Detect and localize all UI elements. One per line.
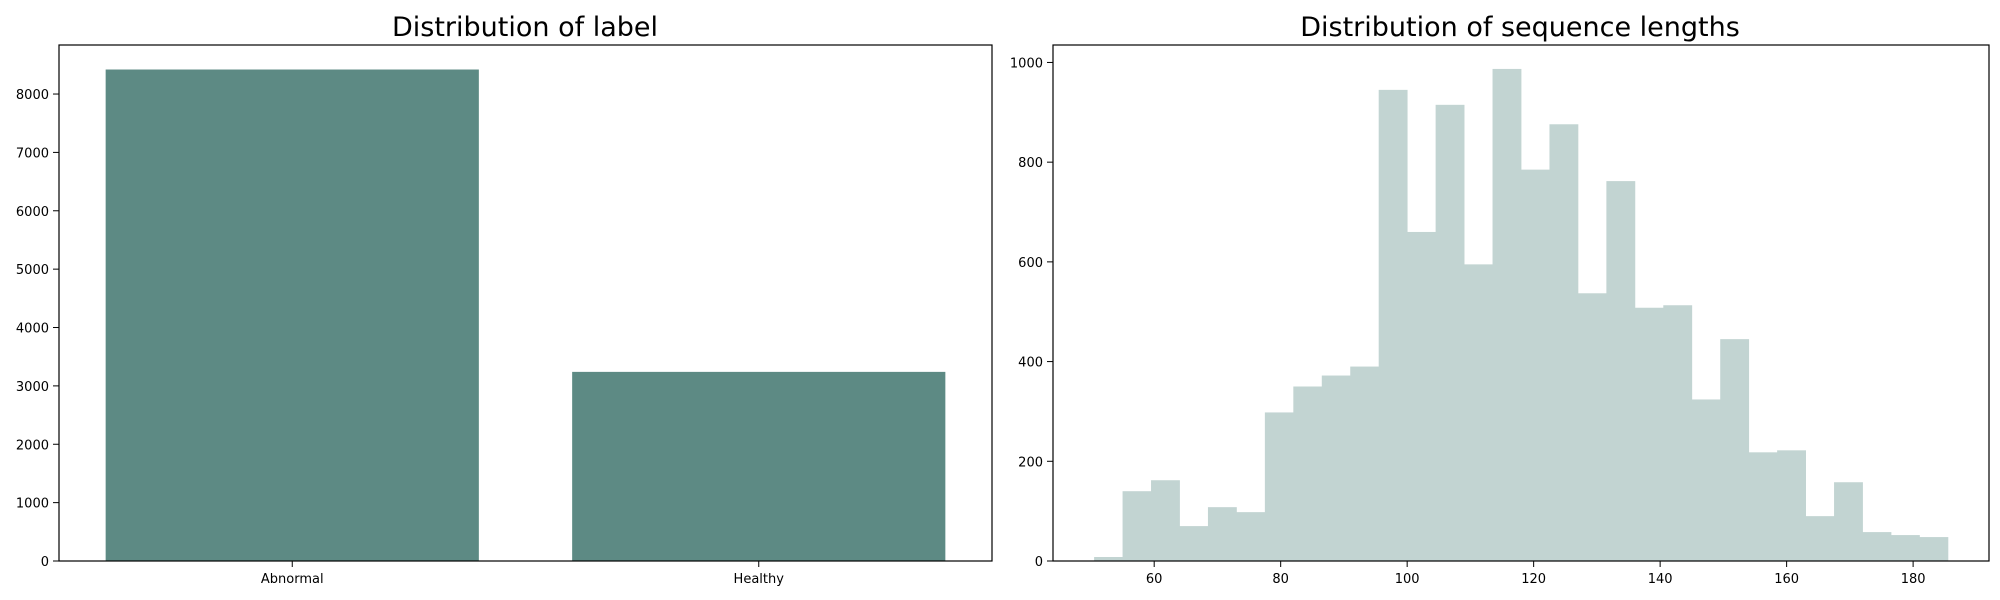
y-tick-label: 4000 (16, 322, 49, 337)
x-axis: Abnormal Healthy (261, 561, 784, 587)
histogram-bin (1862, 532, 1892, 561)
histogram-bin (1890, 535, 1920, 561)
histogram-bin (1834, 482, 1863, 561)
histogram-bin (1378, 89, 1408, 561)
x-tick-label: 180 (1901, 572, 1926, 587)
y-tick-label: 600 (1018, 256, 1043, 271)
histogram-bin (1634, 307, 1664, 561)
x-tick-label: 100 (1395, 572, 1420, 587)
sequence-length-histogram: Distribution of sequence lengths 60 80 100… (1010, 12, 1990, 587)
histogram-bin (1606, 181, 1636, 561)
x-tick-label: Abnormal (261, 572, 324, 587)
chart-title: Distribution of label (392, 12, 658, 43)
bar-group (1094, 68, 1949, 562)
histogram-bin (1094, 557, 1123, 561)
x-tick-label: 120 (1521, 572, 1546, 587)
histogram-bin (1919, 537, 1949, 561)
x-tick-label: 60 (1146, 572, 1163, 587)
y-tick-label: 2000 (16, 438, 49, 453)
histogram-bin (1179, 526, 1209, 561)
chart-title: Distribution of sequence lengths (1300, 12, 1740, 43)
histogram-bin (1350, 366, 1380, 561)
y-tick-label: 800 (1018, 156, 1043, 171)
histogram-bin (1663, 305, 1693, 561)
y-tick-label: 3000 (16, 380, 49, 395)
histogram-bin (1748, 452, 1778, 561)
x-tick-label: 80 (1272, 572, 1289, 587)
histogram-bin (1122, 491, 1152, 561)
label-distribution-chart: Distribution of label Abnormal Healthy 0 1… (16, 12, 993, 587)
x-tick-label: 160 (1774, 572, 1799, 587)
bar-healthy (572, 371, 946, 561)
histogram-bin (1691, 399, 1721, 561)
y-axis: 0 1000 2000 3000 4000 5000 6000 7000 8000 (16, 88, 59, 570)
y-tick-label: 400 (1018, 356, 1043, 371)
histogram-bin (1236, 512, 1266, 561)
y-tick-label: 8000 (16, 88, 49, 103)
y-tick-label: 1000 (1010, 56, 1043, 71)
x-axis: 60 80 100 120 140 160 180 (1146, 561, 1926, 587)
histogram-bin (1549, 124, 1579, 561)
histogram-bin (1264, 412, 1294, 561)
histogram-bin (1151, 480, 1180, 561)
histogram-bin (1521, 169, 1550, 561)
plot-frame (1052, 44, 1990, 562)
histogram-bin (1407, 231, 1437, 561)
histogram-bin (1720, 339, 1750, 561)
histogram-bin (1777, 450, 1806, 561)
bar-abnormal (105, 69, 479, 561)
histogram-bin (1293, 386, 1323, 561)
y-tick-label: 200 (1018, 455, 1043, 470)
y-tick-label: 0 (41, 555, 49, 570)
histogram-bin (1492, 68, 1522, 562)
y-tick-label: 5000 (16, 263, 49, 278)
y-tick-label: 1000 (16, 497, 49, 512)
histogram-bin (1321, 375, 1351, 561)
y-tick-label: 7000 (16, 146, 49, 161)
histogram-bin (1577, 293, 1607, 561)
histogram-bin (1435, 104, 1465, 562)
x-tick-label: Healthy (734, 572, 785, 587)
histogram-bin (1805, 516, 1835, 561)
y-tick-label: 6000 (16, 205, 49, 220)
histogram-bin (1464, 264, 1493, 561)
x-tick-label: 140 (1648, 572, 1673, 587)
y-axis: 0 200 400 600 800 1000 (1010, 56, 1053, 570)
plot-frame (58, 44, 993, 562)
bar-group (105, 69, 946, 561)
histogram-bin (1207, 507, 1237, 561)
y-tick-label: 0 (1035, 555, 1043, 570)
